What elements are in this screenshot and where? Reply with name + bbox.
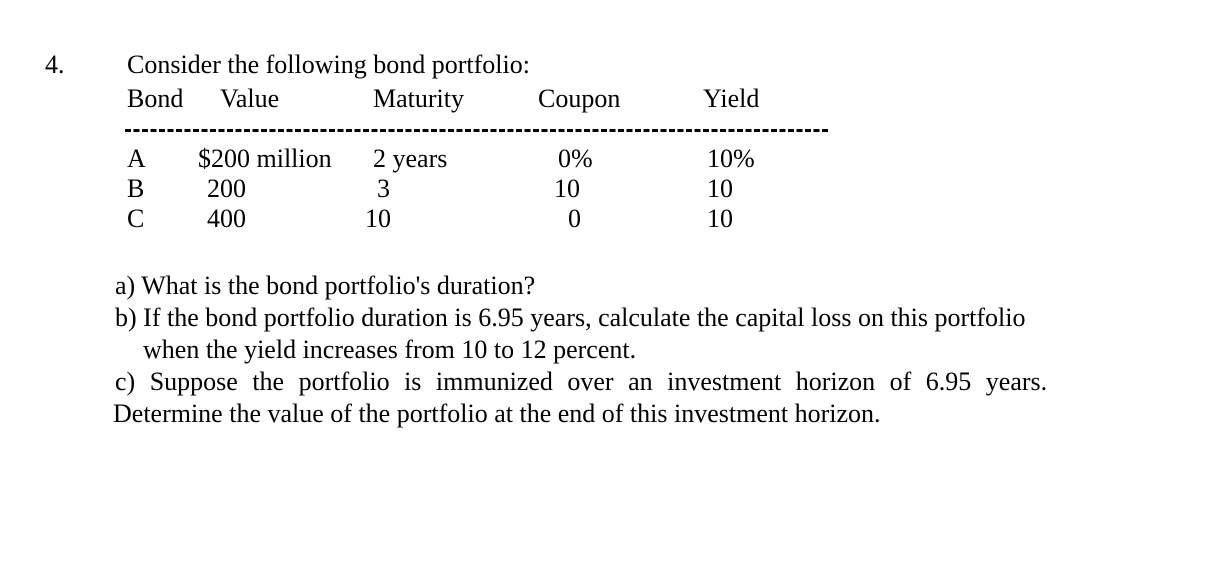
cell-value: 400 <box>207 204 246 233</box>
table-header-row: Bond Value Maturity Coupon Yield <box>0 83 1219 115</box>
cell-yield: 10 <box>707 174 733 203</box>
question-b-line1: b) If the bond portfolio duration is 6.9… <box>115 303 1026 332</box>
cell-value: $200 million <box>198 144 332 173</box>
cell-bond: B <box>127 174 145 203</box>
cell-coupon: 10 <box>554 174 580 203</box>
table-row-bond-a: A $200 million 2 years 0% 10% <box>0 143 1219 175</box>
question-c-line1: c) Suppose the portfolio is immunized ov… <box>115 367 1048 396</box>
cell-yield: 10% <box>707 144 755 173</box>
cell-bond: C <box>127 204 145 233</box>
question-b-line2: when the yield increases from 10 to 12 p… <box>143 335 637 364</box>
question-number: 4. <box>45 50 65 79</box>
question-c-line2: Determine the value of the portfolio at … <box>113 399 881 428</box>
cell-coupon: 0 <box>568 204 581 233</box>
cell-yield: 10 <box>707 204 733 233</box>
table-row-bond-c: C 400 10 0 10 <box>0 203 1219 235</box>
col-header-value: Value <box>220 84 280 113</box>
table-divider-dashed-rule <box>125 129 828 132</box>
col-header-bond: Bond <box>127 84 184 113</box>
cell-value: 200 <box>207 174 246 203</box>
cell-bond: A <box>127 144 146 173</box>
cell-maturity: 3 <box>377 174 390 203</box>
col-header-coupon: Coupon <box>538 84 621 113</box>
question-a: a) What is the bond portfolio's duration… <box>115 271 536 300</box>
cell-maturity: 2 years <box>373 144 448 173</box>
table-row-bond-b: B 200 3 10 10 <box>0 173 1219 205</box>
intro-text: Consider the following bond portfolio: <box>127 50 530 79</box>
col-header-maturity: Maturity <box>373 84 464 113</box>
cell-coupon: 0% <box>558 144 593 173</box>
questions-block: a) What is the bond portfolio's duration… <box>113 270 1175 430</box>
cell-maturity: 10 <box>365 204 391 233</box>
col-header-yield: Yield <box>703 84 760 113</box>
